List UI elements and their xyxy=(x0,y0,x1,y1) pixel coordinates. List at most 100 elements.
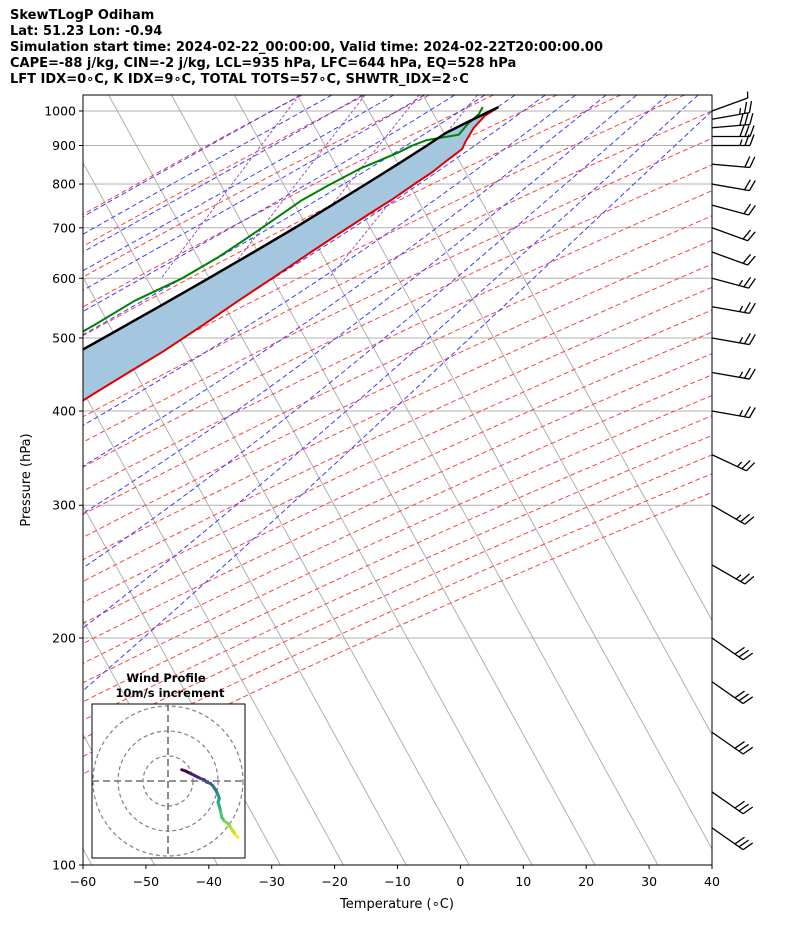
dry-adiabat xyxy=(83,137,712,443)
x-tick-label: 20 xyxy=(578,874,594,889)
y-tick-label: 800 xyxy=(52,177,76,192)
dry-adiabat xyxy=(83,263,712,561)
moist-adiabat xyxy=(83,95,637,515)
dry-adiabat xyxy=(83,374,712,664)
wind-barb xyxy=(711,156,756,169)
dry-adiabat xyxy=(83,215,712,516)
wind-barb xyxy=(711,302,756,314)
x-tick-label: −50 xyxy=(133,874,159,889)
y-tick-label: 300 xyxy=(52,498,76,513)
wind-barb xyxy=(711,731,754,755)
x-tick-label: 30 xyxy=(641,874,657,889)
dry-adiabat xyxy=(83,394,712,684)
wind-barb xyxy=(711,276,756,289)
dry-adiabat xyxy=(83,286,712,582)
isotherm-gridline xyxy=(359,95,712,736)
x-tick-label: 10 xyxy=(515,874,531,889)
x-tick-label: −60 xyxy=(70,874,96,889)
wind-barb xyxy=(711,227,756,242)
x-tick-label: 40 xyxy=(704,874,720,889)
cape-shading xyxy=(83,107,499,401)
y-tick-label: 900 xyxy=(52,138,76,153)
wind-barb xyxy=(711,564,755,585)
hodograph-subtitle: 10m/s increment xyxy=(116,686,225,700)
moist-adiabat xyxy=(83,110,712,692)
dry-adiabat xyxy=(83,95,685,392)
y-tick-label: 100 xyxy=(52,858,76,873)
hodograph-title: Wind Profile xyxy=(126,671,206,685)
moist-adiabat xyxy=(83,95,546,392)
wind-barb xyxy=(711,251,756,266)
parcel-line xyxy=(83,105,499,351)
wind-barb xyxy=(711,101,753,120)
wind-barb xyxy=(711,333,756,346)
y-tick-label: 700 xyxy=(52,220,76,235)
x-tick-label: −20 xyxy=(321,874,347,889)
hodograph-inset: Wind Profile 10m/s increment xyxy=(91,671,246,859)
dry-adiabat xyxy=(83,473,712,757)
wind-barb xyxy=(711,179,756,192)
x-tick-label: 0 xyxy=(456,874,464,889)
header-cape-stats: CAPE=-88 j/kg, CIN=-2 j/kg, LCL=935 hPa,… xyxy=(10,56,517,71)
isotherm-gridline xyxy=(296,95,712,851)
x-tick-label: −30 xyxy=(259,874,285,889)
isotherm-gridline xyxy=(83,161,470,865)
wind-barb xyxy=(711,91,749,112)
isotherm-gridline xyxy=(108,95,533,865)
moist-adiabat xyxy=(83,95,668,569)
dry-adiabat xyxy=(83,434,712,721)
isotherm-gridline xyxy=(233,95,659,865)
x-tick-label: −40 xyxy=(196,874,222,889)
mixing-ratio-line xyxy=(222,95,366,279)
isotherm-gridline xyxy=(422,95,712,622)
wind-barb xyxy=(712,134,755,147)
dry-adiabat xyxy=(83,239,712,538)
wind-barb xyxy=(711,454,756,472)
chart-header: SkewTLogP Odiham Lat: 51.23 Lon: -0.94 S… xyxy=(10,8,603,88)
dry-adiabat xyxy=(83,95,494,308)
wind-barb xyxy=(711,637,754,661)
hodograph-trace-segment xyxy=(234,833,240,839)
wind-barb xyxy=(711,681,754,705)
y-tick-label: 600 xyxy=(52,271,76,286)
temperature-line xyxy=(83,106,499,402)
wind-barb xyxy=(711,367,756,380)
isotherm-gridline xyxy=(83,733,156,865)
moist-adiabat xyxy=(83,95,425,291)
dry-adiabat xyxy=(83,95,558,337)
wind-barb xyxy=(712,125,755,138)
isotherm-gridline xyxy=(171,95,596,865)
y-tick-label: 1000 xyxy=(44,103,76,118)
isotherm-gridline xyxy=(83,390,344,865)
mixing-ratio-line xyxy=(273,95,420,279)
header-times: Simulation start time: 2024-02-22_00:00:… xyxy=(10,40,603,55)
wind-barb xyxy=(711,827,754,851)
moist-adiabat xyxy=(83,95,394,272)
isotherm-gridline xyxy=(83,847,93,865)
header-title: SkewTLogP Odiham xyxy=(10,8,155,23)
dewpoint-line xyxy=(83,106,484,333)
header-indices: LFT IDX=0∘C, K IDX=9∘C, TOTAL TOTS=57∘C,… xyxy=(10,72,469,87)
y-axis-label: Pressure (hPa) xyxy=(19,433,34,526)
moist-adiabat xyxy=(83,95,607,467)
y-tick-label: 200 xyxy=(52,631,76,646)
x-tick-label: −10 xyxy=(384,874,410,889)
wind-barb xyxy=(711,791,754,815)
wind-barb xyxy=(711,203,756,216)
dry-adiabat xyxy=(83,95,366,247)
mixing-ratio-line xyxy=(160,95,300,279)
dry-adiabat xyxy=(83,331,712,624)
y-tick-label: 400 xyxy=(52,404,76,419)
wind-barb xyxy=(711,406,756,419)
wind-barb xyxy=(711,504,755,525)
moist-adiabat xyxy=(83,95,486,336)
wind-barb xyxy=(711,112,754,129)
dry-adiabat xyxy=(83,110,712,418)
y-tick-label: 500 xyxy=(52,330,76,345)
dry-adiabat xyxy=(83,353,712,645)
moist-adiabat xyxy=(83,95,576,426)
header-location: Lat: 51.23 Lon: -0.94 xyxy=(10,24,163,39)
x-axis-label: Temperature (∘C) xyxy=(339,897,454,912)
dry-adiabat xyxy=(83,95,303,215)
